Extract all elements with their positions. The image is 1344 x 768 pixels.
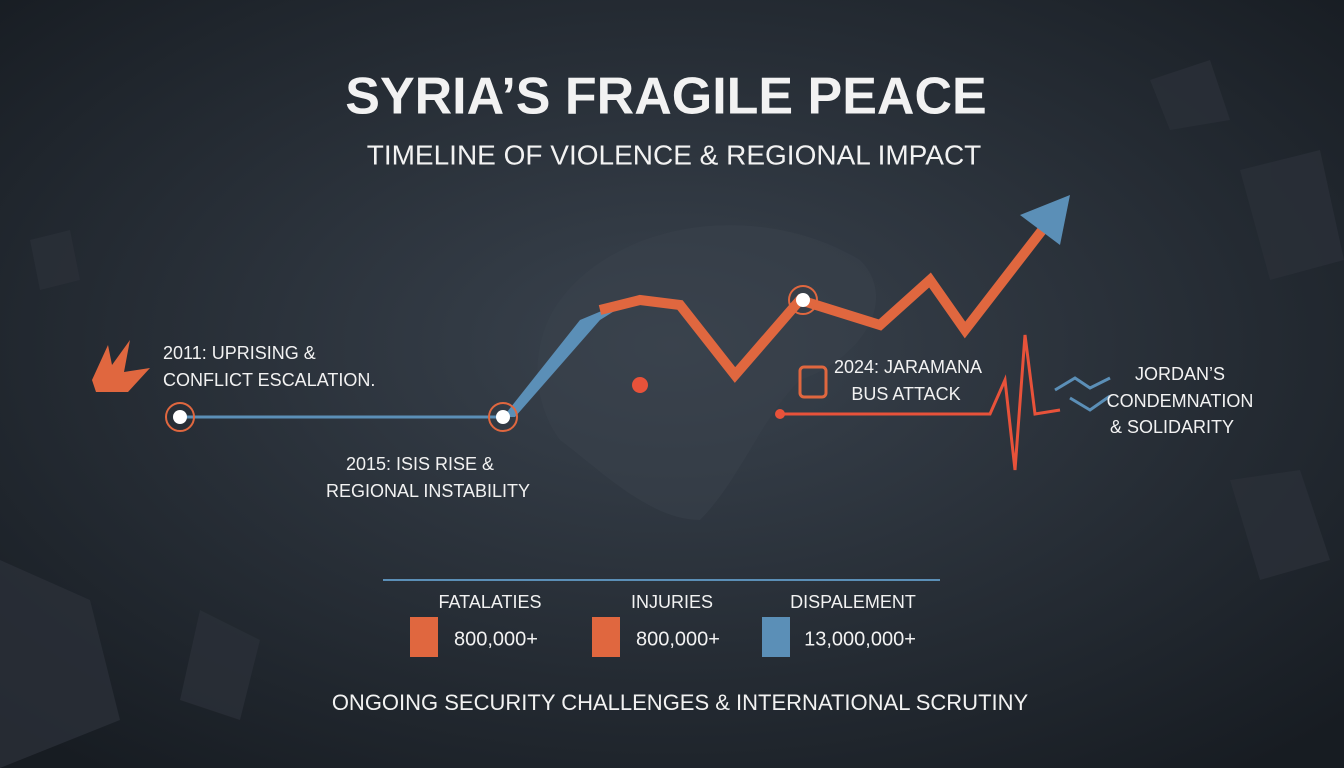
title: SYRIA’S FRAGILE PEACE [345, 68, 986, 126]
explosion-icon [92, 340, 150, 392]
nodes [165, 285, 818, 432]
bus-icon [798, 365, 828, 399]
stat-label: FATALATIES [438, 592, 541, 612]
world-map [537, 225, 877, 520]
node-ring [165, 402, 195, 432]
footer: ONGOING SECURITY CHALLENGES & INTERNATIO… [332, 690, 1029, 715]
stat-label: INJURIES [631, 592, 713, 612]
node [775, 409, 785, 419]
arrow-head [1020, 195, 1070, 245]
node [496, 410, 510, 424]
subtitle: TIMELINE OF VIOLENCE & REGIONAL IMPACT [367, 139, 982, 170]
stat-value: 800,000+ [636, 628, 720, 650]
rubble [0, 60, 1344, 768]
stat-label: DISPALEMENT [790, 592, 916, 612]
stat-value: 13,000,000+ [804, 628, 916, 650]
node [796, 293, 810, 307]
hotspot [632, 377, 648, 393]
event-text: REGIONAL INSTABILITY [326, 481, 530, 501]
event-text: BUS ATTACK [851, 384, 960, 404]
event-text: JORDAN’S [1135, 364, 1225, 384]
event-text: 2011: UPRISING & [163, 343, 316, 363]
stat-swatch [592, 617, 620, 657]
stat-swatch [410, 617, 438, 657]
heartbeat [780, 334, 1061, 471]
handshake-icon [1054, 376, 1111, 412]
rise-blue [503, 295, 640, 417]
event-text: CONDEMNATION [1107, 391, 1254, 411]
event-text: 2015: ISIS RISE & [346, 454, 494, 474]
event-text: 2024: JARAMANA [834, 357, 982, 377]
event-text: CONFLICT ESCALATION. [163, 370, 375, 390]
node-ring [488, 402, 518, 432]
node-ring [788, 285, 818, 315]
stat-value: 800,000+ [454, 628, 538, 650]
stat-swatch [762, 617, 790, 657]
event-text: & SOLIDARITY [1110, 417, 1234, 437]
node [173, 410, 187, 424]
